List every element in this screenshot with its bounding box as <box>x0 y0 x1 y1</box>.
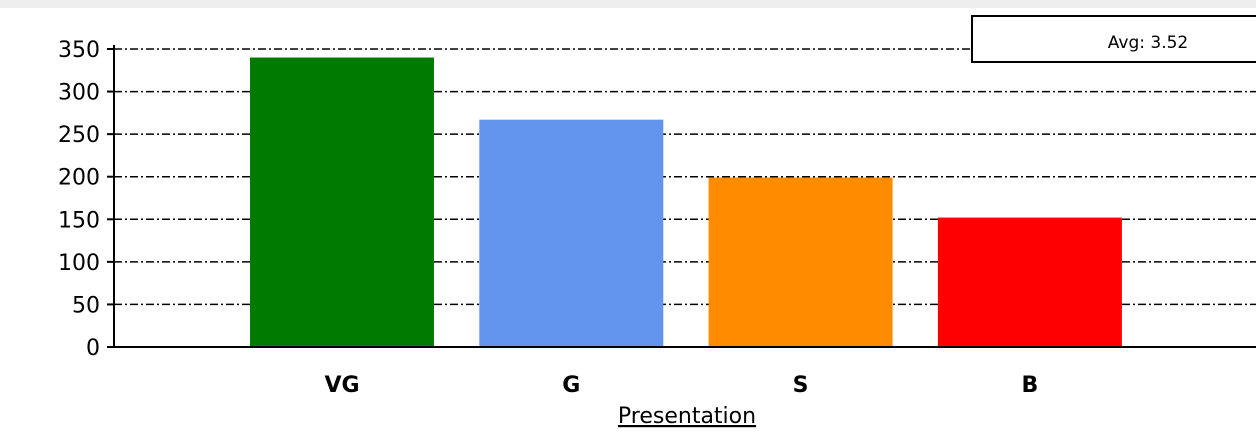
y-tick-label: 200 <box>58 166 100 191</box>
top-strip <box>0 0 1256 8</box>
y-tick-label: 50 <box>72 293 100 318</box>
average-text: Avg: 3.52 <box>1108 33 1188 53</box>
category-label: S <box>793 373 809 398</box>
y-tick-label: 100 <box>58 251 100 276</box>
y-tick-label: 300 <box>58 81 100 106</box>
average-annotation: Avg: 3.52 <box>971 15 1256 63</box>
bar-g <box>479 119 664 347</box>
bar-s <box>708 177 893 347</box>
average-box <box>971 15 1256 63</box>
y-tick-labels: 0 50 100 150 200 250 300 350 <box>58 38 100 361</box>
category-label: VG <box>324 373 359 398</box>
category-labels: VG G S B <box>324 373 1038 398</box>
y-tick-label: 350 <box>58 38 100 63</box>
y-tick-label: 250 <box>58 123 100 148</box>
y-tick-label: 150 <box>58 208 100 233</box>
y-tick-label: 0 <box>86 336 100 361</box>
bar-b <box>937 217 1122 347</box>
bars <box>250 57 1122 348</box>
x-axis-title: Presentation <box>618 404 756 429</box>
axes <box>107 45 1256 348</box>
bar-vg <box>250 57 434 348</box>
category-label: B <box>1022 373 1039 398</box>
category-label: G <box>562 373 580 398</box>
